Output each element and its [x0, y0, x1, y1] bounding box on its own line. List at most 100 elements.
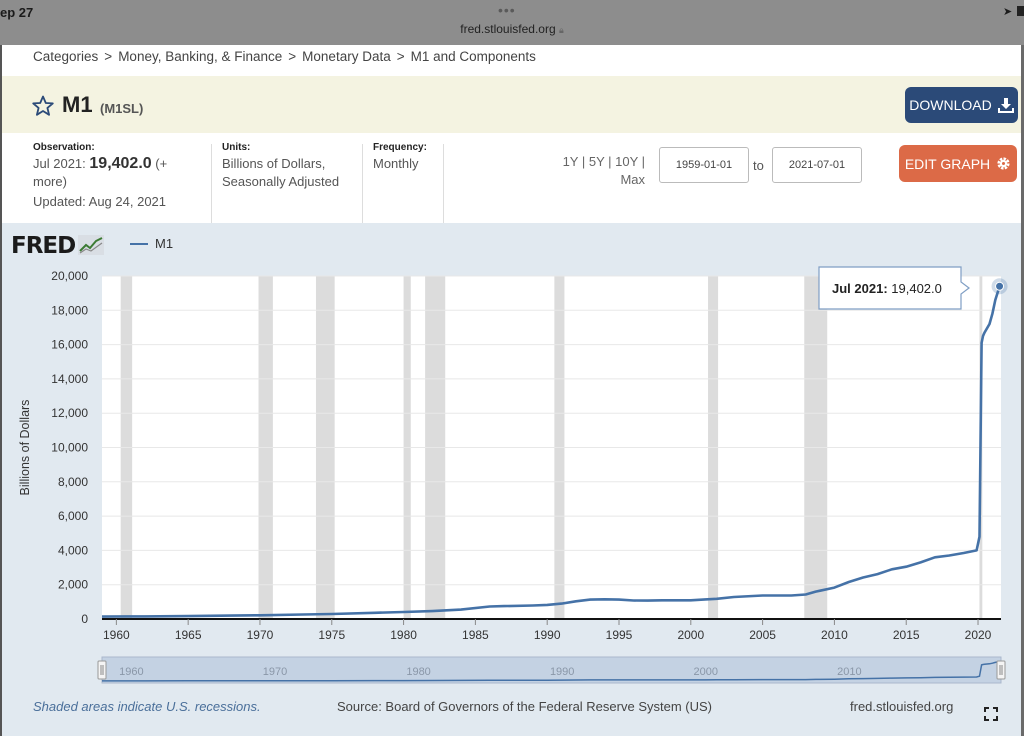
x-tick-label: 2020 — [965, 628, 992, 642]
series-id: (M1SL) — [100, 101, 144, 116]
tooltip-box — [818, 266, 970, 310]
x-tick-label: 2015 — [893, 628, 920, 642]
y-tick-label: 4,000 — [58, 543, 88, 557]
y-tick-label: 16,000 — [51, 338, 88, 352]
right-scroll-edge[interactable] — [1021, 45, 1024, 736]
site-link[interactable]: fred.stlouisfed.org — [850, 699, 954, 714]
breadcrumb-separator: > — [396, 49, 405, 64]
y-axis-label: Billions of Dollars — [18, 400, 32, 496]
start-date-input[interactable]: 1959-01-01 — [659, 147, 749, 183]
breadcrumb-item-money-banking[interactable]: Money, Banking, & Finance — [118, 49, 283, 64]
fred-logo-chart-icon — [78, 235, 105, 255]
divider — [211, 144, 212, 224]
breadcrumb-item-monetary-data[interactable]: Monetary Data — [302, 49, 391, 64]
breadcrumb: Categories > Money, Banking, & Finance > Mon… — [33, 49, 536, 64]
observation-date: Jul 2021: — [33, 156, 86, 171]
download-button[interactable]: DOWNLOAD — [905, 87, 1018, 123]
recession-footnote: Shaded areas indicate U.S. recessions. — [33, 699, 261, 714]
address-bar[interactable]: fred.stlouisfed.org 🔒︎ — [0, 22, 1024, 36]
y-tick-label: 14,000 — [51, 372, 88, 386]
x-tick-label: 1965 — [175, 628, 202, 642]
x-tick-label: 1975 — [318, 628, 345, 642]
divider — [443, 144, 444, 224]
star-icon[interactable] — [31, 94, 55, 118]
navigator-series — [102, 660, 1000, 682]
range-selector: 1Y | 5Y | 10Y | Max — [541, 153, 645, 189]
navigator-label: 1990 — [550, 666, 574, 678]
fullscreen-icon[interactable] — [984, 707, 998, 721]
navigator-label: 2000 — [694, 666, 718, 678]
data-point-highlight[interactable] — [995, 281, 1005, 291]
to-label: to — [753, 158, 764, 173]
x-tick-label: 2000 — [677, 628, 704, 642]
units-line-1: Billions of Dollars, — [222, 156, 326, 171]
frequency-block: Frequency: Monthly — [373, 142, 427, 173]
x-tick-label: 1995 — [606, 628, 633, 642]
navigator-label: 1970 — [263, 666, 287, 678]
x-tick-label: 1980 — [390, 628, 417, 642]
edit-graph-button[interactable]: EDIT GRAPH — [899, 145, 1017, 182]
download-icon — [997, 98, 1014, 113]
y-tick-label: 10,000 — [51, 441, 88, 455]
end-date-input[interactable]: 2021-07-01 — [772, 147, 862, 183]
tooltip-text: Jul 2021: 19,402.0 — [832, 281, 942, 296]
page: Categories > Money, Banking, & Finance > Mon… — [0, 45, 1024, 736]
fred-logo: FRED — [11, 233, 105, 259]
frequency-label: Frequency: — [373, 142, 427, 153]
breadcrumb-item-categories[interactable]: Categories — [33, 49, 99, 64]
observation-label: Observation: — [33, 142, 95, 153]
x-tick-label: 1960 — [103, 628, 130, 642]
range-max[interactable]: Max — [620, 172, 645, 187]
breadcrumb-separator: > — [288, 49, 297, 64]
y-tick-label: 12,000 — [51, 406, 88, 420]
series-line-m1[interactable] — [101, 285, 1001, 618]
chart-legend[interactable]: M1 — [130, 236, 173, 251]
units-line-2: Seasonally Adjusted — [222, 174, 340, 189]
navigator-label: 2010 — [837, 666, 861, 678]
legend-swatch — [130, 242, 148, 245]
breadcrumb-item-m1-components[interactable]: M1 and Components — [410, 49, 536, 64]
observation-more-link[interactable]: (+ — [155, 156, 168, 171]
navigator-label: 1980 — [406, 666, 430, 678]
navigator-handle[interactable] — [97, 660, 107, 680]
location-arrow-icon: ➤ — [1003, 6, 1013, 18]
observation-value: 19,402.0 — [89, 155, 152, 172]
status-time: ep 27 — [0, 5, 34, 20]
left-edge — [0, 45, 2, 736]
y-tick-label: 18,000 — [51, 303, 88, 317]
lock-icon: 🔒︎ — [558, 25, 564, 35]
units-label: Units: — [222, 142, 251, 153]
download-label: DOWNLOAD — [909, 97, 992, 113]
divider — [362, 144, 363, 224]
x-tick-label: 1985 — [462, 628, 489, 642]
graph-panel: FRED M1 0 2,000 4,000 6,000 8,000 10,000 12,00… — [2, 223, 1021, 736]
range-options[interactable]: 1Y | 5Y | 10Y | — [562, 154, 645, 169]
x-tick-label: 1970 — [247, 628, 274, 642]
x-tick-label: 1990 — [534, 628, 561, 642]
y-tick-label: 8,000 — [58, 475, 88, 489]
breadcrumb-separator: > — [104, 49, 113, 64]
units-block: Units: Billions of Dollars, Seasonally A… — [222, 142, 339, 191]
tooltip-value: 19,402.0 — [891, 281, 942, 296]
x-tick-label: 2005 — [749, 628, 776, 642]
chart-svg[interactable]: 0 2,000 4,000 6,000 8,000 10,000 12,000 14,000 1… — [2, 223, 1021, 693]
fred-logo-text: FRED — [11, 233, 76, 259]
updated-date: Updated: Aug 24, 2021 — [33, 194, 167, 209]
tooltip-date: Jul 2021: — [832, 281, 891, 296]
more-dots-icon[interactable]: ••• — [498, 2, 516, 18]
y-tick-label: 20,000 — [51, 269, 88, 283]
observation-more-link-cont[interactable]: more) — [33, 174, 67, 189]
observation-line: Jul 2021: 19,402.0 (+ — [33, 155, 167, 173]
battery-icon — [1017, 6, 1024, 16]
gear-icon — [997, 157, 1010, 170]
series-title: M1 — [62, 92, 93, 117]
legend-label: M1 — [155, 236, 174, 251]
navigator-handle[interactable] — [996, 660, 1006, 680]
edit-graph-label: EDIT GRAPH — [904, 155, 991, 172]
source-link[interactable]: Source: Board of Governors of the Federa… — [337, 699, 712, 714]
series-title-bar: M1 (M1SL) DOWNLOAD — [2, 76, 1021, 133]
y-tick-label: 6,000 — [58, 509, 88, 523]
navigator-label: 1960 — [119, 666, 143, 678]
y-tick-label: 2,000 — [58, 578, 88, 592]
frequency-value: Monthly — [373, 156, 419, 171]
